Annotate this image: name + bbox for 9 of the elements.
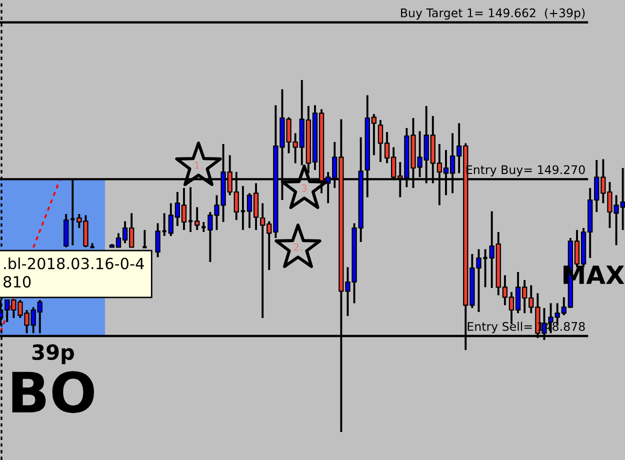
annotation: 2. bbox=[294, 243, 302, 251]
annotation: 3 bbox=[302, 184, 307, 192]
ref-line-label: Buy Target 1= 149.662 (+39p) bbox=[401, 8, 585, 20]
annotation: .bl-2018.03.16-0-4 810 bbox=[4, 257, 144, 288]
annotation: BO bbox=[12, 371, 94, 414]
annotation: 39p bbox=[32, 344, 74, 364]
candlestick bbox=[194, 206, 200, 231]
annotation: 1. bbox=[194, 162, 202, 169]
candlestick bbox=[155, 222, 160, 258]
